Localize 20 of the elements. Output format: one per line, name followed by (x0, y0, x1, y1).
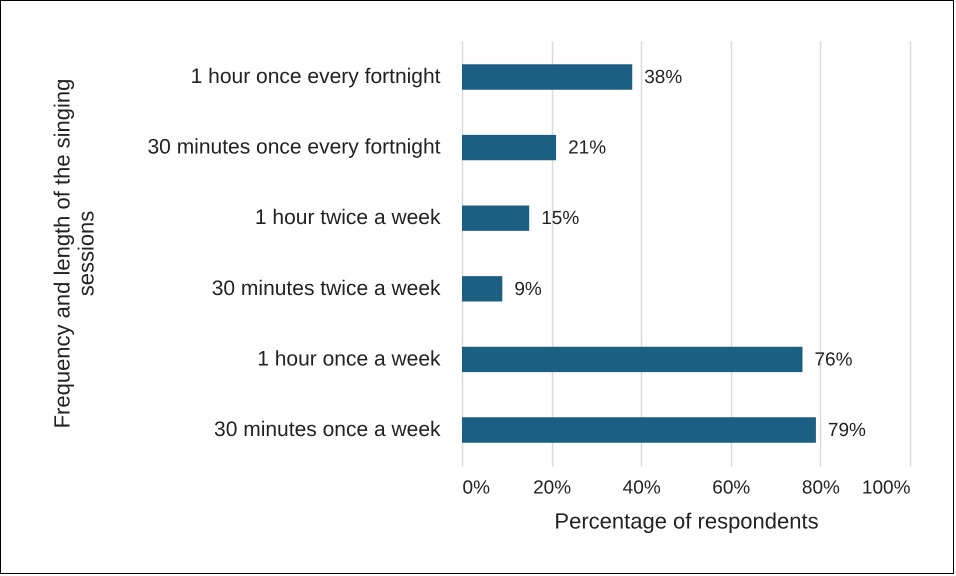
y-tick-label: 1 hour once every fortnight (190, 65, 441, 88)
x-tick-label: 0% (462, 478, 490, 498)
x-axis-title: Percentage of respondents (554, 508, 819, 534)
x-tick-label: 100% (862, 478, 911, 498)
y-tick-label: 30 minutes once a week (214, 418, 441, 441)
x-tick-label: 40% (622, 478, 661, 498)
y-tick-label: 1 hour twice a week (254, 206, 441, 230)
x-tick-label: 80% (802, 478, 840, 498)
data-label: 9% (514, 278, 542, 300)
y-axis-title: Frequency and length of the singing sessions (50, 78, 98, 428)
y-tick-label: 1 hour once a week (257, 347, 441, 370)
x-tick-label: 20% (533, 478, 572, 498)
y-tick-label: 30 minutes twice a week (212, 276, 441, 300)
data-label: 38% (644, 67, 682, 88)
data-label: 15% (541, 208, 580, 230)
x-tick-label: 60% (712, 478, 750, 498)
y-tick-label: 30 minutes once every fortnight (148, 136, 441, 159)
data-label: 21% (568, 138, 606, 159)
data-label: 76% (814, 349, 853, 370)
data-label: 79% (828, 420, 866, 441)
